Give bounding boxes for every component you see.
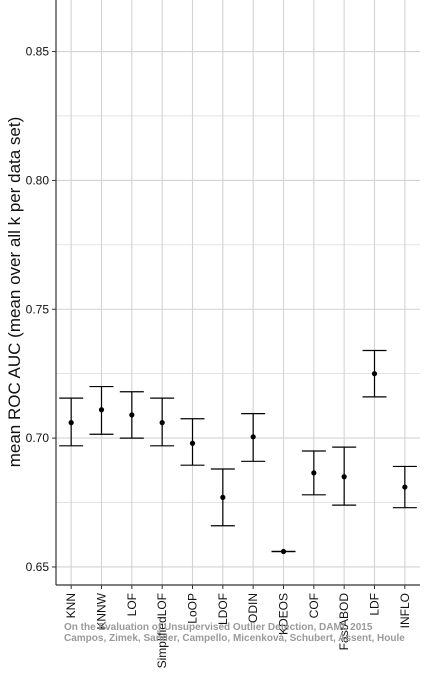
x-tick-label: KDEOS xyxy=(277,593,291,635)
mean-point xyxy=(250,434,256,440)
x-tick-label: SimplifiedLOF xyxy=(155,593,169,668)
grid-lines xyxy=(56,0,420,585)
x-axis-ticks: KNN KNNW LOF SimplifiedLOF LoOP LDOF ODIN KDEOS… xyxy=(64,585,412,668)
mean-point xyxy=(189,440,196,446)
x-tick-label: ODIN xyxy=(246,593,260,623)
y-tick-label: 0.80 xyxy=(26,173,50,187)
watermark-line-1: On the Evaluation of Unsupervised Outlie… xyxy=(64,622,373,633)
x-tick-label: KNNW xyxy=(95,592,109,629)
x-tick-label: KNN xyxy=(64,593,78,618)
mean-point xyxy=(402,484,408,490)
x-tick-label: LDF xyxy=(368,593,382,616)
mean-point xyxy=(98,407,105,413)
mean-point xyxy=(371,371,378,377)
x-tick-label: LoOP xyxy=(186,593,200,624)
x-tick-label: LDOF xyxy=(216,593,230,625)
x-tick-label: COF xyxy=(307,593,321,618)
axes xyxy=(55,0,420,586)
mean-points xyxy=(68,371,408,555)
y-tick-label: 0.70 xyxy=(26,431,50,445)
x-tick-label: FastABOD xyxy=(337,593,351,651)
error-bars xyxy=(59,349,417,553)
y-axis-title: mean ROC AUC (mean over all k per data s… xyxy=(5,117,24,468)
mean-point xyxy=(68,420,74,426)
mean-point xyxy=(311,470,317,476)
x-tick-label: INFLO xyxy=(398,593,412,628)
y-tick-label: 0.85 xyxy=(26,45,50,59)
mean-point xyxy=(341,474,347,480)
mean-point xyxy=(159,420,165,426)
mean-point xyxy=(220,494,226,500)
mean-point xyxy=(280,548,287,555)
watermark-line-2: Campos, Zimek, Sander, Campello, Micenko… xyxy=(64,633,405,644)
y-axis-ticks: 0.65 0.70 0.75 0.80 0.85 xyxy=(26,45,56,574)
y-tick-label: 0.65 xyxy=(26,560,50,574)
mean-point xyxy=(129,412,135,418)
x-tick-label: LOF xyxy=(125,593,139,616)
y-tick-label: 0.75 xyxy=(26,302,50,316)
